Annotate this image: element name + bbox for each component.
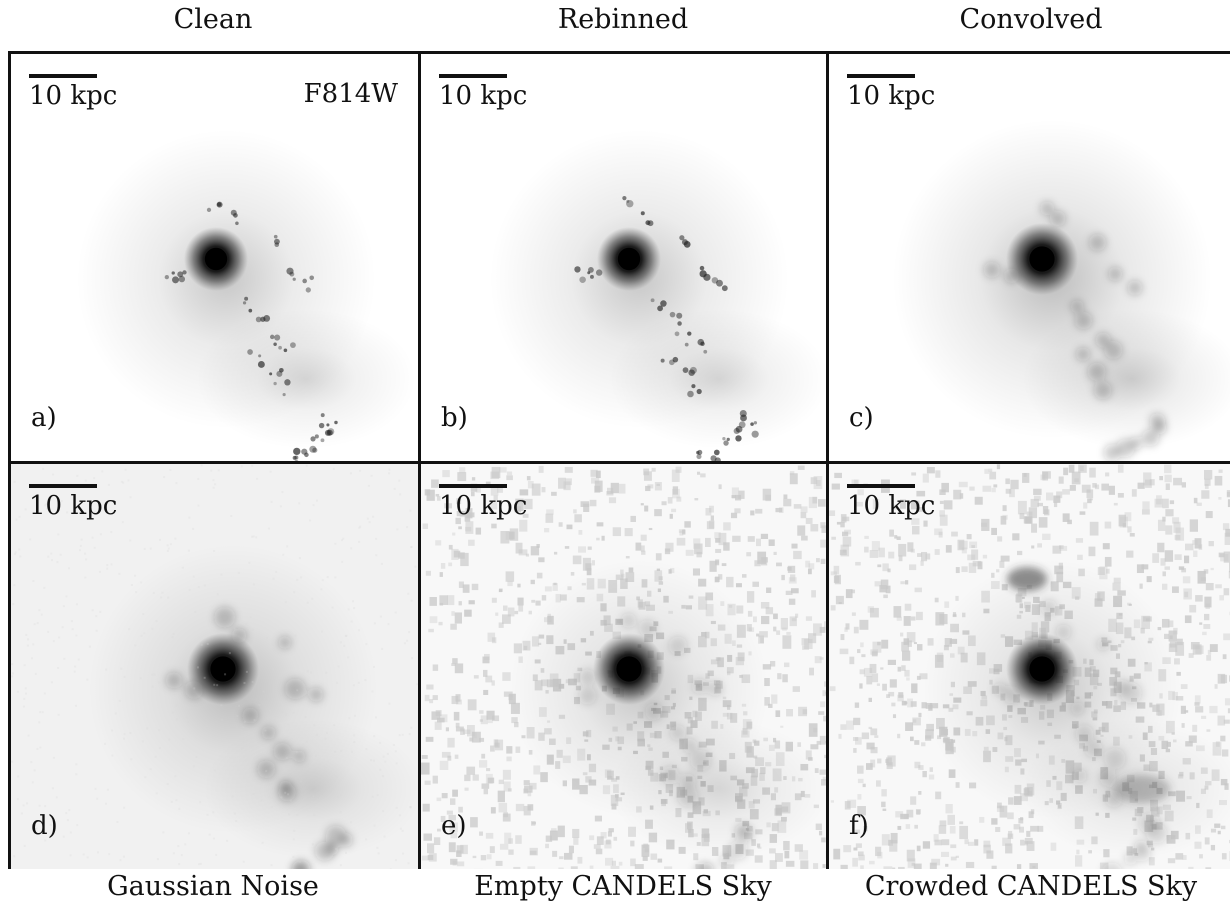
- panel-letter: f): [849, 811, 869, 841]
- panel-letter: c): [849, 403, 874, 433]
- scale-bar: [439, 74, 507, 78]
- panel-e: 10 kpc e): [421, 464, 826, 869]
- column-title-rebinned: Rebinned: [557, 4, 689, 35]
- panel-f: 10 kpc f): [829, 464, 1230, 869]
- scale-label: 10 kpc: [847, 81, 936, 111]
- panel-d: 10 kpc d): [11, 464, 418, 869]
- panel-a: 10 kpc F814W a): [11, 54, 418, 461]
- galaxy-image: [11, 464, 418, 869]
- column-title-clean: Clean: [173, 4, 253, 35]
- panel-letter: e): [441, 811, 467, 841]
- grid-divider: [418, 54, 421, 866]
- column-title-convolved: Convolved: [959, 4, 1103, 35]
- scale-bar: [847, 74, 915, 78]
- scale-bar: [29, 74, 97, 78]
- panel-letter: b): [441, 403, 468, 433]
- scale-label: 10 kpc: [439, 491, 528, 521]
- grid-divider: [11, 461, 1229, 464]
- image-grid: 10 kpc F814W a) 10 kpc b) 10 kpc c) 10 k…: [8, 51, 1230, 869]
- panel-c: 10 kpc c): [829, 54, 1230, 461]
- galaxy-image: [421, 464, 826, 869]
- filter-label: F814W: [303, 79, 398, 109]
- panel-letter: d): [31, 811, 58, 841]
- scale-label: 10 kpc: [847, 491, 936, 521]
- panel-b: 10 kpc b): [421, 54, 826, 461]
- scale-label: 10 kpc: [29, 491, 118, 521]
- galaxy-image: [11, 54, 418, 461]
- caption-gaussian-noise: Gaussian Noise: [107, 871, 319, 902]
- scale-bar: [439, 484, 507, 488]
- scale-label: 10 kpc: [439, 81, 528, 111]
- galaxy-image: [829, 54, 1230, 461]
- scale-bar: [847, 484, 915, 488]
- scale-bar: [29, 484, 97, 488]
- grid-divider: [826, 54, 829, 866]
- panel-letter: a): [31, 403, 57, 433]
- caption-crowded-candels-sky: Crowded CANDELS Sky: [864, 871, 1198, 902]
- caption-empty-candels-sky: Empty CANDELS Sky: [474, 871, 772, 902]
- galaxy-image: [829, 464, 1230, 869]
- galaxy-image: [421, 54, 826, 461]
- scale-label: 10 kpc: [29, 81, 118, 111]
